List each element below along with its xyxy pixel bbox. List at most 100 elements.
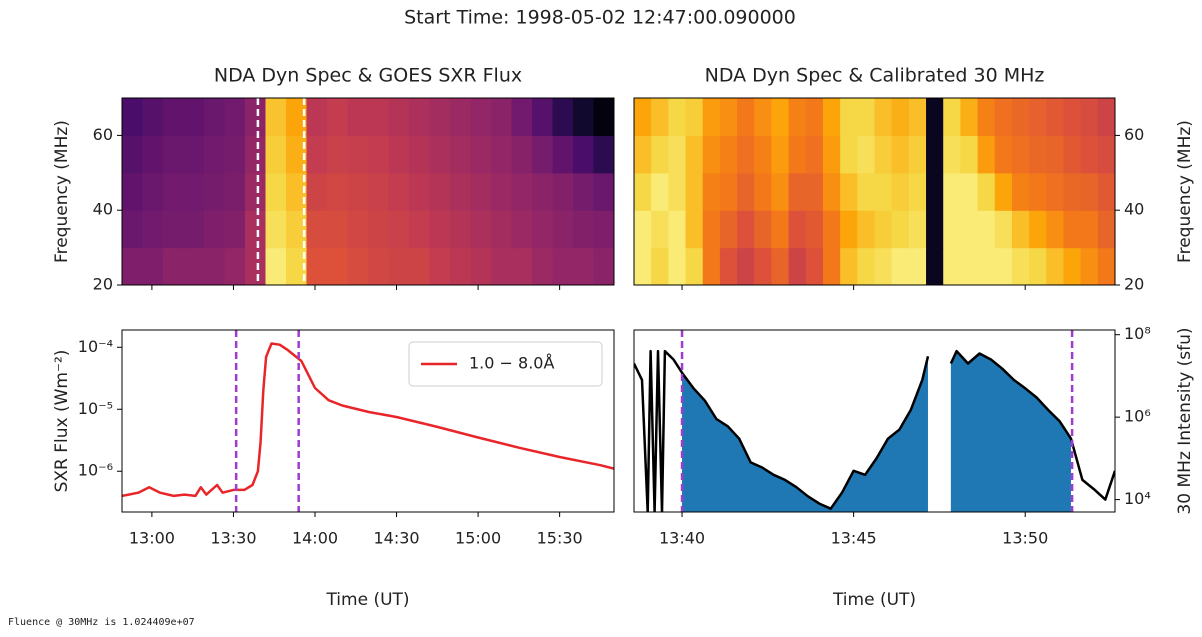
spectrum-cell <box>183 135 205 174</box>
spectrum-cell <box>1011 135 1030 174</box>
spectrum-cell <box>491 172 513 211</box>
spectrum-cell <box>805 98 824 136</box>
spectrum-cell <box>368 135 390 174</box>
spectrum-cell <box>552 210 574 249</box>
spectrum-cell <box>685 210 704 249</box>
spectrum-cell <box>908 172 927 211</box>
spectrum-cell <box>163 210 185 249</box>
spectrum-cell <box>409 98 431 136</box>
x-tick-label: 13:00 <box>129 529 175 548</box>
x-tick-label: 13:45 <box>831 529 877 548</box>
spectrum-cell <box>702 210 721 249</box>
spectrum-cell <box>245 135 267 174</box>
spectrum-cell <box>163 172 185 211</box>
spectrum-cell <box>977 210 996 249</box>
data-line <box>634 349 1115 512</box>
spectrum-cell <box>805 135 824 174</box>
spectrum-cell <box>822 247 841 285</box>
axes-frame <box>633 97 1116 286</box>
spectrum-cell <box>771 210 790 249</box>
x-tick-label: 14:00 <box>292 529 338 548</box>
spectrum-cell <box>409 210 431 249</box>
spectrum-cell <box>327 172 349 211</box>
spectrum-cell <box>908 247 927 285</box>
axes-frame <box>121 329 615 513</box>
spectrum-cell <box>532 247 554 285</box>
spectrum-cell <box>874 172 893 211</box>
spectrum-cell <box>409 135 431 174</box>
spectrum-cell <box>347 135 369 174</box>
legend-box <box>408 341 603 387</box>
spectrum-cell <box>891 98 910 136</box>
spectrum-cell <box>470 247 492 285</box>
spectrum-cell <box>960 247 979 285</box>
spectrum-cell <box>857 98 876 136</box>
spectrum-cell <box>511 210 533 249</box>
spectrum-cell <box>994 210 1013 249</box>
spectrum-cell <box>651 172 669 211</box>
spectrum-cell <box>788 135 807 174</box>
footer-text: Fluence @ 30MHz is 1.024409e+07 <box>8 617 195 628</box>
spectrum-cell <box>651 135 669 174</box>
spectrum-cell <box>771 247 790 285</box>
spectrum-cell <box>429 247 451 285</box>
spectrum-cell <box>994 247 1013 285</box>
spectrum-cell <box>1011 172 1030 211</box>
spectrum-cell <box>840 98 858 136</box>
spectrum-cell <box>388 135 410 174</box>
spectrum-cell <box>943 247 961 285</box>
spectrum-cell <box>347 247 369 285</box>
spectrum-cell <box>737 98 755 136</box>
spectrum-cell <box>634 98 652 136</box>
spectrum-cell <box>122 210 144 249</box>
spectrum-cell <box>224 135 246 174</box>
spectrum-cell <box>805 247 824 285</box>
spectrum-cell <box>1029 210 1047 249</box>
spectrum-cell <box>737 135 755 174</box>
spectrum-cell <box>573 247 595 285</box>
spectrum-cell <box>183 247 205 285</box>
spectrum-cell <box>368 247 390 285</box>
spectrum-cell <box>960 98 979 136</box>
spectrum-cell <box>573 172 595 211</box>
spectrum-cell <box>204 135 226 174</box>
y-tick-label: 20 <box>93 275 113 294</box>
spectrum-cell <box>122 135 144 174</box>
spectrum-cell <box>450 247 472 285</box>
spectrum-cell <box>511 247 533 285</box>
spectrum-cell <box>926 98 944 136</box>
spectrum-cell <box>429 210 451 249</box>
legend-label: 1.0 − 8.0Å <box>469 354 554 373</box>
x-tick-label: 14:30 <box>373 529 419 548</box>
spectrum-cell <box>702 172 721 211</box>
spectrum-cell <box>245 172 267 211</box>
spectrum-cell <box>960 210 979 249</box>
spectrum-cell <box>943 98 961 136</box>
spectrum-cell <box>224 98 246 136</box>
spectrum-cell <box>960 135 979 174</box>
spectrum-cell <box>1097 172 1115 211</box>
spectrum-cell <box>805 210 824 249</box>
spectrum-cell <box>926 210 944 249</box>
spectrum-cell <box>840 210 858 249</box>
spectrum-cell <box>327 98 349 136</box>
y-tick-label: 20 <box>1124 275 1144 294</box>
spectrum-cell <box>347 210 369 249</box>
spectrum-cell <box>1046 172 1065 211</box>
spectrum-cell <box>224 210 246 249</box>
spectrum-cell <box>142 247 164 285</box>
spectrum-cell <box>532 135 554 174</box>
spectrum-cell <box>470 98 492 136</box>
spectrum-cell <box>651 98 669 136</box>
spectrum-cell <box>668 135 687 174</box>
spectrum-cell <box>306 210 328 249</box>
spectrum-cell <box>1063 210 1082 249</box>
spectrum-cell <box>286 98 308 136</box>
y-tick-label: 60 <box>1124 125 1144 144</box>
spectrum-cell <box>943 135 961 174</box>
spectrum-cell <box>593 210 614 249</box>
spectrum-cell <box>908 210 927 249</box>
spectrum-cell <box>1011 210 1030 249</box>
spectrum-cell <box>532 98 554 136</box>
